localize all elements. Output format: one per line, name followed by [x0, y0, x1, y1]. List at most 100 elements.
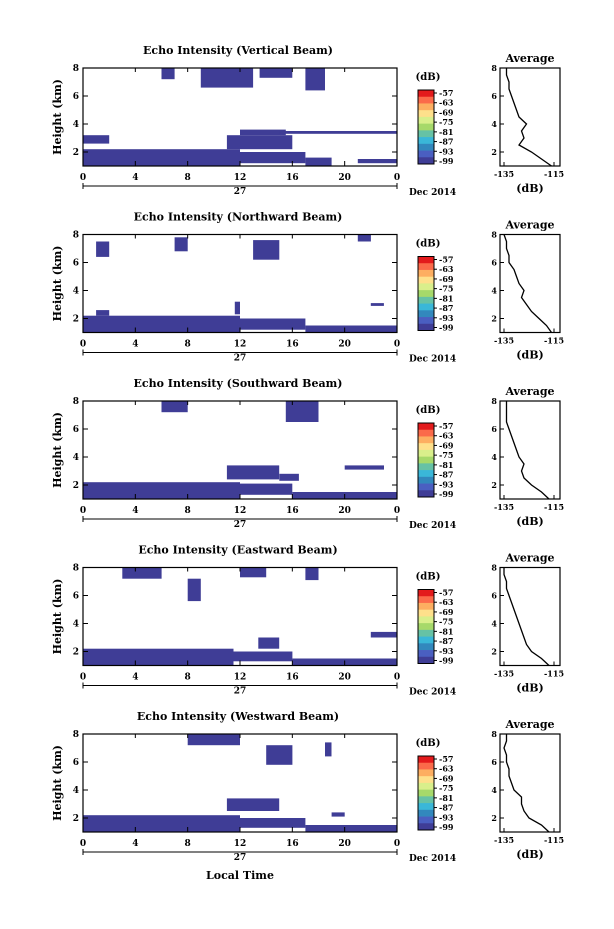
- date-label: Dec 2014: [409, 188, 456, 198]
- profile-y-tick-label: 2: [491, 480, 497, 490]
- colorbar-swatch: [418, 476, 434, 484]
- y-tick-label: 8: [73, 231, 79, 241]
- x-tick-label: 20: [338, 340, 351, 350]
- echo-region: [122, 567, 162, 579]
- colorbar-swatch: [418, 789, 434, 797]
- profile-line: [505, 68, 552, 167]
- profile-frame: [499, 400, 561, 500]
- profile-y-tick-label: 6: [491, 258, 497, 268]
- colorbar-swatch: [418, 803, 434, 811]
- x-tick-label: 4: [132, 839, 138, 849]
- x-tick-label: 0: [394, 673, 400, 683]
- y-tick-label: 8: [73, 397, 79, 407]
- echo-region: [305, 825, 397, 832]
- colorbar-label: -75: [439, 450, 453, 460]
- profile-x-label: (dB): [516, 515, 543, 528]
- x-tick-label: 0: [80, 173, 86, 183]
- profile-frame: [499, 67, 561, 167]
- colorbar-label: -87: [439, 303, 453, 313]
- colorbar-label: -99: [439, 156, 454, 166]
- colorbar-frame: [417, 755, 435, 831]
- colorbar-swatch: [418, 90, 434, 98]
- panel-title: Echo Intensity (Northward Beam): [134, 211, 343, 224]
- y-tick-label: 6: [73, 425, 79, 435]
- profile-line: [503, 734, 550, 833]
- profile-x-label: (dB): [516, 349, 543, 362]
- colorbar-swatch: [418, 596, 434, 604]
- y-tick-label: 6: [73, 592, 79, 602]
- colorbar-swatch: [418, 629, 434, 637]
- x-tick-label: 0: [394, 173, 400, 183]
- y-axis-label: Height (km): [51, 246, 64, 322]
- colorbar-swatch: [418, 116, 434, 125]
- x-tick-label: 16: [286, 673, 299, 683]
- colorbar-label: -99: [439, 822, 454, 832]
- profile-y-tick-label: 8: [491, 396, 497, 406]
- profile-y-tick-label: 2: [491, 647, 497, 657]
- date-label: Dec 2014: [409, 521, 456, 531]
- colorbar-swatch: [418, 449, 434, 458]
- panel-2: Echo Intensity (Southward Beam) 2 4 6 8 Heigh…: [51, 377, 564, 531]
- colorbar-label: -69: [439, 607, 454, 617]
- colorbar-label: -57: [439, 88, 453, 98]
- x-tick-label: 8: [185, 839, 191, 849]
- colorbar-label: -57: [439, 421, 453, 431]
- x-tick-label: 0: [80, 839, 86, 849]
- profile-title: Average: [504, 385, 554, 398]
- profile-line: [503, 567, 550, 666]
- y-tick-label: 4: [73, 453, 79, 463]
- y-tick-label: 8: [73, 730, 79, 740]
- colorbar-label: -75: [439, 617, 453, 627]
- x-tick-label: 20: [338, 173, 351, 183]
- colorbar-label: -93: [439, 812, 454, 822]
- x-tick-label: 0: [394, 839, 400, 849]
- x-tick-label: 16: [286, 506, 299, 516]
- echo-region: [305, 157, 332, 166]
- colorbar-label: -93: [439, 479, 454, 489]
- date-day: 27: [234, 687, 247, 697]
- colorbar-swatch: [418, 103, 434, 111]
- echo-region: [240, 129, 286, 136]
- echo-region: [325, 742, 332, 757]
- date-day: 27: [234, 520, 247, 530]
- colorbar-swatch: [418, 423, 434, 431]
- y-tick-label: 2: [73, 148, 79, 158]
- date-day: 27: [234, 354, 247, 364]
- profile-y-tick-label: 4: [491, 119, 497, 129]
- y-tick-label: 8: [73, 564, 79, 574]
- colorbar-label: -81: [439, 626, 453, 636]
- echo-region: [285, 401, 319, 422]
- x-tick-label: 12: [234, 506, 247, 516]
- colorbar-frame: [417, 422, 435, 498]
- panel-title: Echo Intensity (Westward Beam): [137, 710, 339, 723]
- profile-x-tick-label: -115: [544, 669, 564, 679]
- profile-y-tick-label: 4: [491, 452, 497, 462]
- y-tick-label: 4: [73, 287, 79, 297]
- colorbar-swatch: [418, 490, 434, 498]
- colorbar-label: -99: [439, 656, 454, 666]
- colorbar-label: -69: [439, 440, 454, 450]
- colorbar-swatch: [418, 809, 434, 817]
- colorbar-swatch: [418, 157, 434, 165]
- colorbar-swatch: [418, 776, 434, 784]
- x-tick-label: 0: [80, 506, 86, 516]
- colorbar-label: -81: [439, 293, 453, 303]
- y-tick-label: 2: [73, 315, 79, 325]
- echo-region: [240, 483, 293, 495]
- echo-region: [83, 482, 240, 499]
- x-tick-label: 12: [234, 673, 247, 683]
- colorbar-swatch: [418, 823, 434, 831]
- colorbar-label: -63: [439, 264, 454, 274]
- profile-y-tick-label: 8: [491, 63, 497, 73]
- date-day: 27: [234, 187, 247, 197]
- profile-y-tick-label: 6: [491, 591, 497, 601]
- profile-x-tick-label: -135: [494, 169, 514, 179]
- echo-region: [96, 310, 110, 316]
- profile-x-label: (dB): [516, 682, 543, 695]
- echo-region: [83, 135, 110, 144]
- x-tick-label: 8: [185, 506, 191, 516]
- profile-title: Average: [504, 219, 554, 232]
- profile-x-tick-label: -135: [494, 669, 514, 679]
- x-tick-label: 0: [394, 340, 400, 350]
- colorbar-label: -75: [439, 284, 453, 294]
